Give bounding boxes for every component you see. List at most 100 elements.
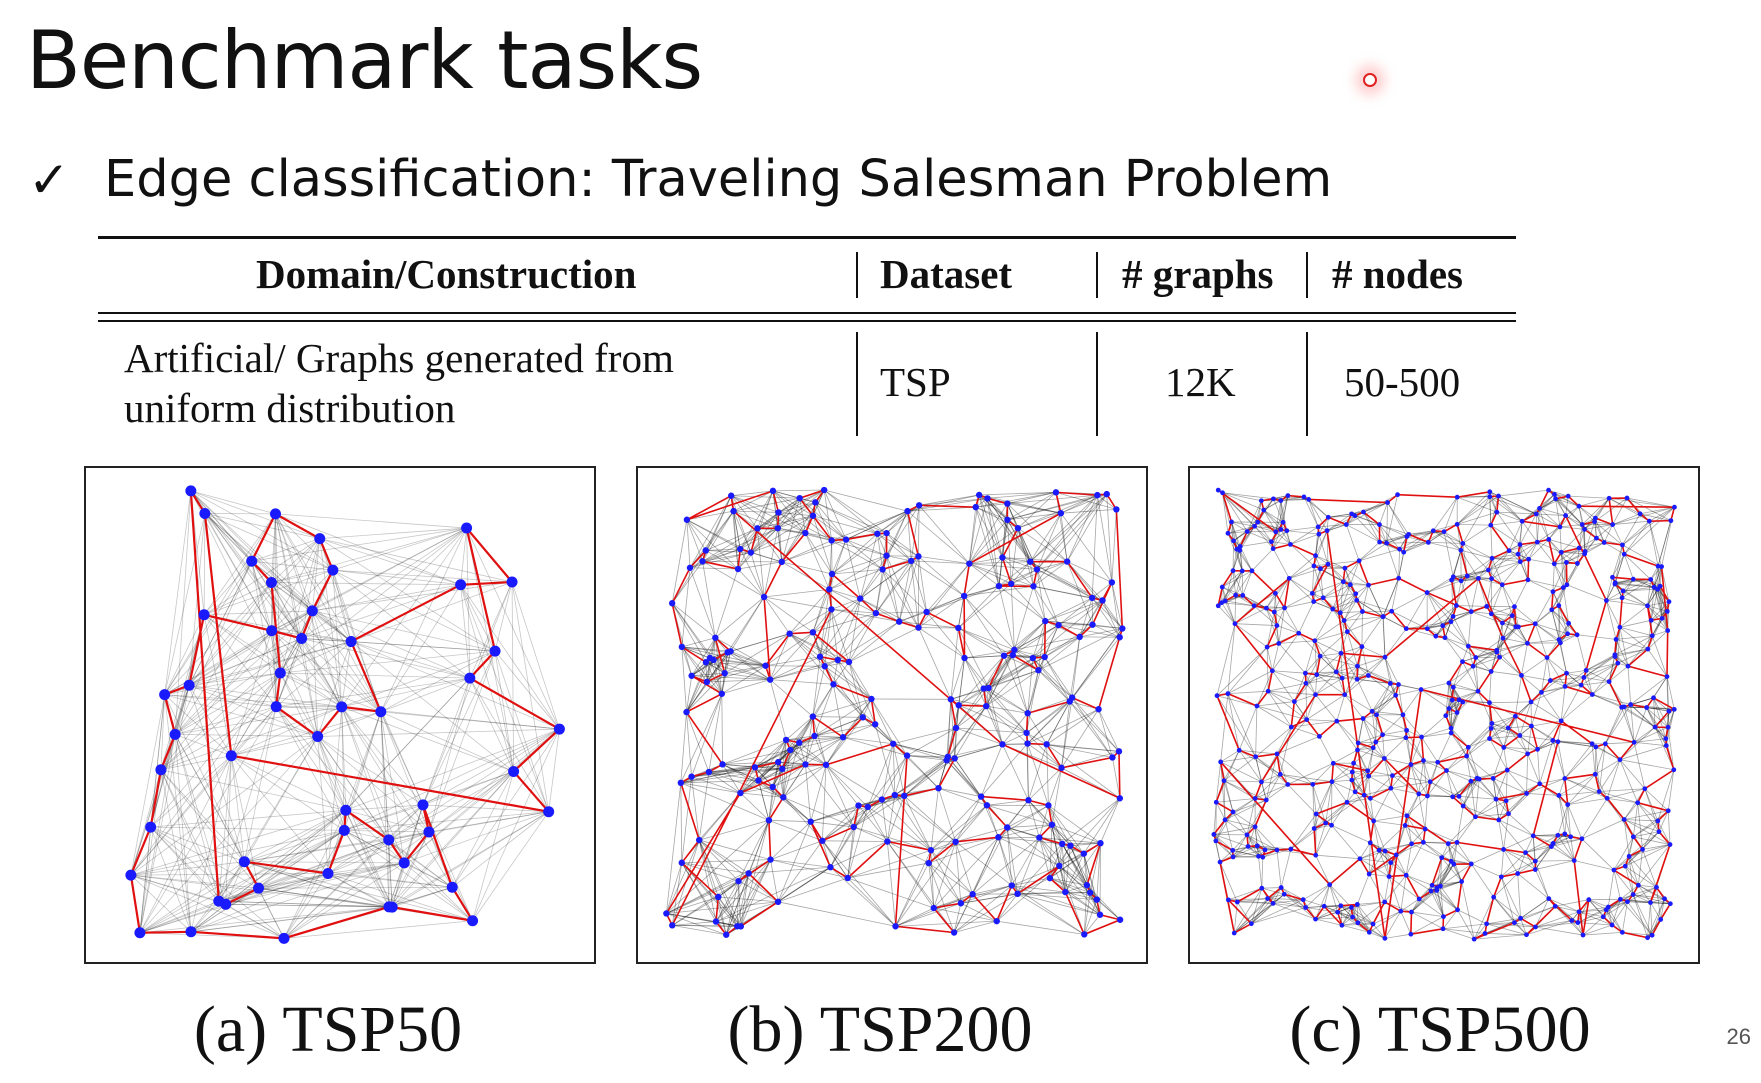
graph-node [977, 793, 985, 800]
graph-edge [344, 804, 424, 831]
graph-edge [947, 756, 982, 797]
graph-node [951, 755, 958, 762]
graph-edge [996, 893, 1018, 922]
graph-edge [1098, 709, 1120, 752]
graph-edge [1581, 681, 1610, 686]
graph-edge [805, 764, 812, 822]
graph-edge [1061, 797, 1121, 845]
graph-edge [280, 672, 381, 713]
graph-edge [1535, 911, 1580, 928]
graph-edge [1387, 502, 1408, 537]
graph-edge [1418, 781, 1431, 795]
graph-edge [1421, 727, 1452, 738]
graph-edge [380, 711, 430, 833]
graph-node [1490, 775, 1496, 781]
graph-edge [919, 497, 988, 506]
graph-edge [1051, 824, 1060, 866]
graph-edge [332, 569, 471, 679]
graph-edge [276, 706, 381, 713]
graph-edge [1411, 843, 1442, 859]
graph-edge [1026, 701, 1070, 734]
graph-edge [1496, 626, 1517, 653]
graph-edge [139, 734, 176, 933]
graph-edge [972, 885, 1012, 895]
slide-title: Benchmark tasks [26, 14, 703, 107]
graph-edge [388, 839, 473, 922]
graph-edge [1614, 579, 1651, 585]
graph-node [1024, 740, 1031, 747]
graph-edge [1653, 697, 1656, 728]
graph-node [1043, 741, 1050, 748]
graph-edge [772, 489, 825, 492]
graph-edge [1632, 894, 1651, 903]
graph-edge [894, 794, 956, 843]
graph-edge [1318, 534, 1329, 565]
graph-edge [422, 650, 496, 806]
graph-node [705, 768, 713, 776]
graph-node [1488, 611, 1494, 617]
graph-node [1473, 814, 1478, 820]
graph-edge [388, 804, 424, 841]
graph-edge [380, 711, 514, 772]
graph-edge [1498, 800, 1507, 821]
graph-edge [1472, 651, 1498, 667]
graph-edge [1006, 827, 1018, 894]
graph-node [1211, 832, 1217, 837]
graph-edge [705, 661, 725, 674]
graph-node [983, 802, 991, 809]
graph-edge [1263, 500, 1282, 511]
graph-edge [1092, 624, 1123, 629]
graph-node [1476, 776, 1482, 782]
graph-edge [231, 706, 277, 757]
graph-edge [1450, 700, 1453, 729]
graph-edge [1007, 494, 1098, 521]
graph-node [1056, 862, 1063, 870]
graph-edge [781, 739, 787, 769]
graph-edge [1584, 537, 1597, 552]
graph-edge [1514, 675, 1522, 717]
graph-edge [150, 614, 205, 828]
graph-edge [903, 758, 955, 797]
graph-node [1116, 634, 1123, 641]
graph-edge [686, 519, 691, 568]
graph-edge [799, 497, 847, 540]
graph-edge [1065, 853, 1085, 893]
graph-edge [1044, 656, 1073, 698]
graph-edge [724, 651, 732, 674]
graph-node [1488, 725, 1494, 731]
graph-edge [1369, 910, 1402, 933]
graph-edge [1227, 693, 1256, 757]
graph-edge [1410, 916, 1444, 935]
graph-node [1337, 610, 1343, 616]
graph-node [274, 667, 286, 679]
graph-edge [1442, 909, 1458, 930]
graph-edge [907, 506, 976, 512]
graph-node [1359, 644, 1365, 650]
graph-edge [1598, 759, 1621, 792]
graph-edge [1646, 707, 1669, 712]
graph-edge [271, 610, 313, 632]
graph-edge [1521, 675, 1551, 681]
graph-edge [987, 491, 1056, 499]
graph-node [1649, 932, 1655, 938]
graph-edge [689, 567, 739, 570]
graph-edge [472, 771, 514, 921]
tsp200-graph [663, 486, 1126, 938]
graph-edge [824, 665, 872, 700]
graph-node [467, 915, 479, 927]
graph-edge [1603, 524, 1613, 543]
graph-edge [1398, 552, 1405, 579]
graph-edge [1038, 669, 1073, 698]
graph-edge [768, 762, 779, 821]
graph-edge [739, 548, 765, 598]
graph-edge [1045, 597, 1093, 622]
graph-edge [724, 665, 766, 674]
graph-edge [715, 596, 765, 639]
graph-edge [1319, 736, 1334, 764]
graph-edge [858, 799, 883, 806]
graph-node [125, 869, 137, 881]
graph-edge [812, 632, 821, 657]
graph-node [1613, 636, 1619, 642]
graph-edge [218, 873, 329, 902]
graph-edge [1361, 616, 1384, 647]
